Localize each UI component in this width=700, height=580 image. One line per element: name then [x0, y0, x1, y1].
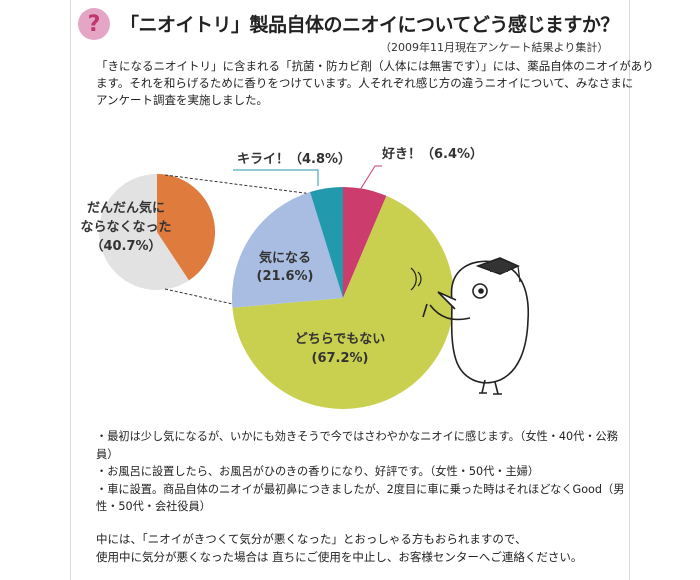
connector-line: [164, 174, 307, 194]
comment-line: ・お風呂に設置したら、お風呂がひのきの香りになり、好評です。（女性・50代・主婦…: [96, 465, 540, 478]
intro-line: ます。それを和らげるために香りをつけています。人それぞれ感じ方の違うニオイについ…: [96, 76, 634, 90]
comment-line: 性・50代・会社役員）: [96, 500, 211, 513]
connector-line: [164, 288, 233, 305]
customer-comments: ・最初は少し気になるが、いかにも効きそうで今ではさわやかなニオイに感じます。（女…: [96, 428, 626, 516]
page-title: 「ニオイトリ」製品自体のニオイについてどう感じますか？: [120, 14, 619, 36]
dochira-value: (67.2%): [312, 351, 369, 366]
kirai-label: キライ！（4.8%）: [237, 151, 351, 167]
intro-line: アンケート調査を実施しました。: [96, 93, 269, 107]
kirai-leader-line: [233, 169, 319, 186]
question-mark: ?: [87, 11, 101, 37]
sub-pie-value: （40.7%）: [90, 238, 161, 254]
bird-mascot-icon: [410, 257, 530, 395]
question-icon: ?: [78, 8, 110, 40]
sub-pie-connectors: [164, 174, 307, 305]
comment-line: ・最初は少し気になるが、いかにも効きそうで今ではさわやかなニオイに感じます。（女…: [96, 430, 618, 443]
sub-pie-label-line1: だんだん気に: [87, 200, 165, 216]
intro-text: 「きになるニオイトリ」に含まれる「抗菌・防カビ剤（人体には無害です）」には、薬品…: [96, 58, 654, 109]
main-pie: [232, 187, 455, 409]
comment-line: 員）: [96, 447, 119, 461]
pie-slice: [232, 195, 455, 409]
pie-slice: [310, 187, 343, 298]
suki-label: 好き！（6.4%）: [381, 146, 483, 162]
pie-slice: [232, 192, 343, 308]
intro-line: 「きになるニオイトリ」に含まれる「抗菌・防カビ剤（人体には無害です）」には、薬品…: [96, 59, 654, 73]
frame-left-border: [70, 0, 71, 580]
closing-line: 使用中に気分が悪くなった場合は 直ちにご使用を中止し、お客様センターへご連絡くだ…: [96, 550, 583, 564]
closing-line: 中には、「ニオイがきつくて気分が悪くなった」とおっしゃる方もおられますので、: [96, 532, 527, 546]
sub-pie-label-line2: ならなくなった: [80, 220, 171, 235]
comment-line: ・車に設置。商品自体のニオイが最初鼻につきましたが、2度目に車に乗った時はそれほ…: [96, 482, 625, 496]
pie-slice: [343, 187, 387, 298]
frame-right-border: [629, 0, 630, 580]
suki-leader-line: [359, 165, 382, 191]
sub-pie: [99, 174, 216, 290]
survey-note: （2009年11月現在アンケート結果より集計）: [380, 41, 609, 54]
dochira-label: どちらでもない: [295, 332, 386, 347]
closing-notice: 中には、「ニオイがきつくて気分が悪くなった」とおっしゃる方もおられますので、 使…: [96, 530, 626, 566]
kininaru-value: (21.6%): [257, 269, 314, 284]
kininaru-label: 気になる: [259, 250, 311, 266]
sub-pie-slice: [157, 174, 216, 281]
